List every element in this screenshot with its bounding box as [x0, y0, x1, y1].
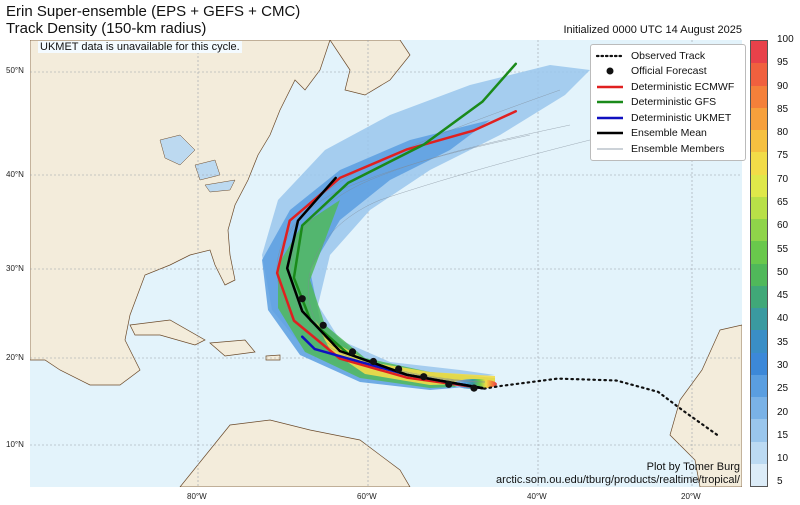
lat-label-10: 10°N — [6, 440, 24, 449]
blue-line-icon — [595, 113, 625, 123]
official-forecast-point — [319, 321, 327, 329]
colorbar-tick-label: 90 — [777, 80, 789, 92]
colorbar-segment — [751, 63, 767, 86]
credit-author: Plot by Tomer Burg — [646, 461, 740, 473]
green-line-icon — [595, 97, 625, 107]
ecmwf-track — [275, 110, 518, 390]
colorbar-tick-label: 60 — [777, 220, 789, 232]
lon-label-40w: 40°W — [527, 492, 547, 501]
legend-ensemble-mean: Ensemble Mean — [595, 126, 741, 142]
colorbar-tick-label: 75 — [777, 150, 789, 162]
colorbar-tick-label: 5 — [777, 476, 783, 488]
colorbar-segment — [751, 374, 767, 397]
official-forecast-point — [470, 384, 478, 392]
cuba — [129, 319, 206, 346]
colorbar-tick-label: 10 — [777, 453, 789, 465]
legend-gfs: Deterministic GFS — [595, 95, 741, 111]
colorbar-segment — [751, 107, 767, 130]
colorbar-tick-label: 20 — [777, 406, 789, 418]
chart-title: Erin Super-ensemble (EPS + GEFS + CMC) — [6, 3, 301, 20]
legend-ukmet: Deterministic UKMET — [595, 110, 741, 126]
colorbar-segment — [751, 419, 767, 442]
colorbar-segment — [751, 285, 767, 308]
colorbar-tick-label: 100 — [777, 34, 794, 45]
colorbar-segment — [751, 241, 767, 264]
colorbar-tick-label: 85 — [777, 103, 789, 115]
colorbar-segment — [751, 130, 767, 153]
legend-official-forecast: Official Forecast — [595, 64, 741, 80]
colorbar-tick-label: 65 — [777, 196, 789, 208]
puerto-rico — [265, 354, 281, 361]
legend: Observed Track Official Forecast Determi… — [590, 44, 746, 161]
lat-label-20: 20°N — [6, 353, 24, 362]
official-forecast-point — [369, 357, 377, 366]
colorbar-segment — [751, 330, 767, 353]
colorbar-segment — [751, 352, 767, 375]
colorbar-tick-label: 55 — [777, 243, 789, 255]
colorbar-tick-label: 30 — [777, 359, 789, 371]
hispaniola — [209, 339, 256, 357]
observed-track — [481, 377, 719, 436]
colorbar-tick-label: 50 — [777, 266, 789, 278]
initialized-time: Initialized 0000 UTC 14 August 2025 — [563, 24, 742, 36]
tracks-layer — [275, 62, 719, 436]
lat-label-50: 50°N — [6, 66, 24, 75]
official-forecast-point — [395, 365, 403, 373]
colorbar-segment — [751, 41, 767, 64]
legend-ecmwf: Deterministic ECMWF — [595, 79, 741, 95]
colorbar-segment — [751, 463, 767, 486]
colorbar-segment — [751, 152, 767, 175]
south-america-landmass — [179, 419, 411, 487]
colorbar-segment — [751, 196, 767, 219]
colorbar-tick-label: 35 — [777, 336, 789, 348]
black-line-icon — [595, 128, 625, 138]
newfoundland — [329, 40, 411, 96]
legend-observed-track: Observed Track — [595, 48, 741, 64]
colorbar-tick-label: 15 — [777, 429, 789, 441]
colorbar-tick-label: 95 — [777, 57, 789, 69]
colorbar-segment — [751, 263, 767, 286]
official-forecast-point — [298, 295, 306, 303]
colorbar-segment — [751, 85, 767, 108]
north-america-landmass — [30, 40, 331, 386]
credit-url: arctic.som.ou.edu/tburg/products/realtim… — [496, 474, 740, 486]
colorbar — [750, 40, 768, 487]
dotted-line-icon — [595, 51, 625, 61]
colorbar-tick-label: 80 — [777, 127, 789, 139]
colorbar-segment — [751, 441, 767, 464]
chart-subtitle: Track Density (150-km radius) — [6, 20, 207, 37]
legend-ensemble-members: Ensemble Members — [595, 141, 741, 157]
colorbar-tick-label: 70 — [777, 173, 789, 185]
dot-icon — [595, 66, 625, 76]
official-forecast-point — [420, 373, 428, 381]
official-forecast-point — [445, 380, 453, 388]
lat-label-40: 40°N — [6, 170, 24, 179]
colorbar-segment — [751, 308, 767, 331]
colorbar-segment — [751, 397, 767, 420]
africa-landmass — [669, 324, 742, 487]
ensemble-mean-track — [285, 176, 484, 390]
colorbar-tick-label: 45 — [777, 290, 789, 302]
colorbar-segment — [751, 219, 767, 242]
colorbar-tick-label: 40 — [777, 313, 789, 325]
lon-label-80w: 80°W — [187, 492, 207, 501]
lon-label-20w: 20°W — [681, 492, 701, 501]
red-line-icon — [595, 82, 625, 92]
gray-line-icon — [595, 144, 625, 154]
lat-label-30: 30°N — [6, 264, 24, 273]
ukmet-note: UKMET data is unavailable for this cycle… — [38, 41, 242, 53]
lon-label-60w: 60°W — [357, 492, 377, 501]
colorbar-tick-label: 25 — [777, 383, 789, 395]
colorbar-segment — [751, 174, 767, 197]
official-forecast-point — [348, 348, 357, 356]
